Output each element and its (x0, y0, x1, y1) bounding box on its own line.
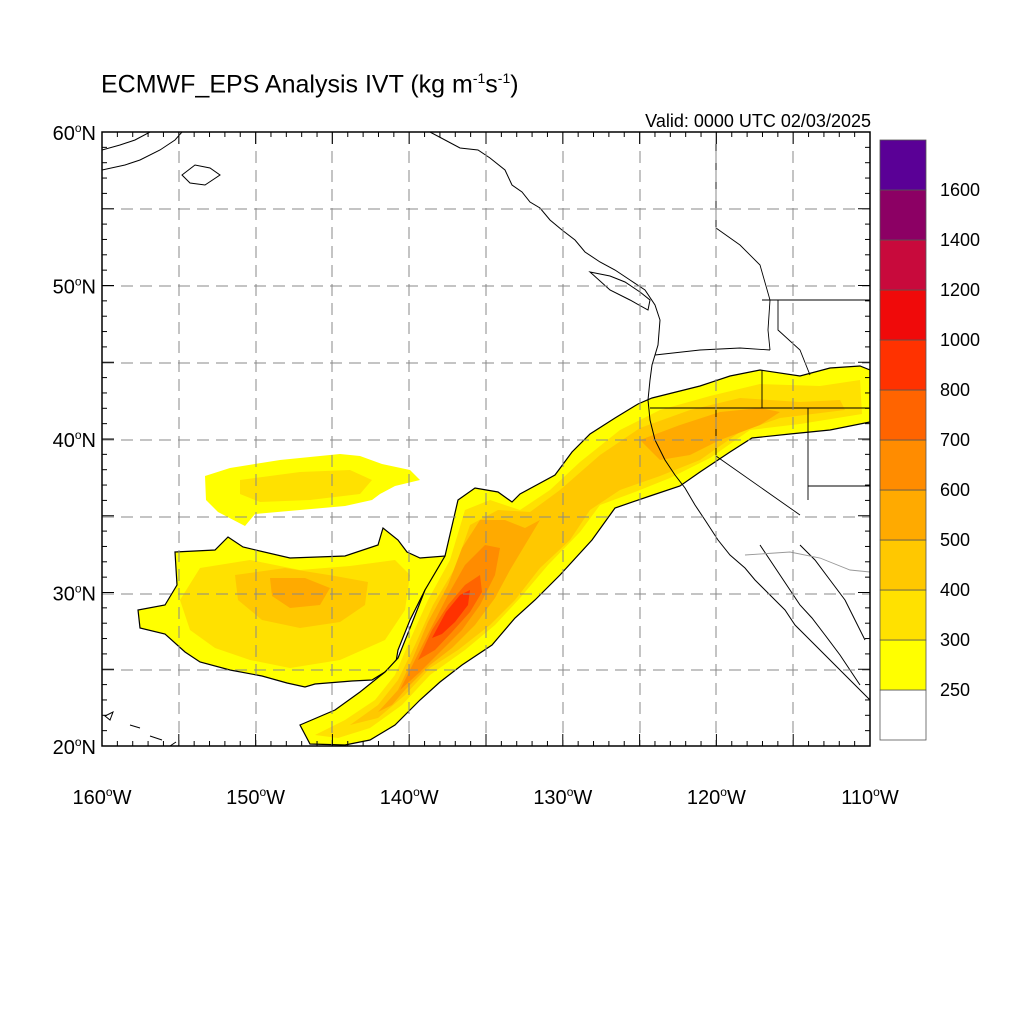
longitude-label-hemisphere: W (266, 787, 285, 809)
colorbar-label: 300 (940, 630, 970, 650)
degree-symbol: o (413, 785, 420, 799)
ivt-contour-500-river-north (640, 408, 780, 460)
map-title: ECMWF_EPS Analysis IVT (kg m-1s-1) (101, 70, 519, 99)
title-text: ECMWF_EPS Analysis IVT (kg m (101, 70, 473, 99)
longitude-label-value: 140 (380, 787, 413, 809)
mainland-mexico-coast (799, 544, 866, 641)
longitude-label-hemisphere: W (113, 787, 132, 809)
latitude-label: 30oN (53, 582, 96, 606)
longitude-label: 150oW (226, 785, 285, 809)
island-kodiak (181, 164, 221, 186)
latitude-label-hemisphere: N (82, 430, 96, 452)
latitude-label-hemisphere: N (82, 584, 96, 606)
latitude-label: 20oN (53, 735, 96, 759)
colorbar-swatch (879, 539, 927, 591)
longitude-label-hemisphere: W (420, 787, 439, 809)
colorbar-swatch (879, 239, 927, 291)
longitude-label-value: 130 (533, 787, 566, 809)
grid (102, 132, 870, 746)
latitude-label-hemisphere: N (82, 277, 96, 299)
longitude-labels: 160oW 150oW 140oW 130oW 120oW 110oW (73, 785, 899, 809)
colorbar-label: 700 (940, 430, 970, 450)
canada-alaska-border (715, 132, 771, 351)
colorbar-swatch (879, 139, 927, 191)
colorbar-swatch (879, 689, 927, 741)
longitude-label-value: 160 (73, 787, 106, 809)
latitude-label-value: 40 (53, 430, 75, 452)
islands-hawaii (104, 710, 177, 746)
ivt-field (137, 365, 870, 746)
degree-symbol: o (106, 785, 113, 799)
colorbar-label: 600 (940, 480, 970, 500)
latitude-label: 40oN (53, 428, 96, 452)
island-vancouver (588, 271, 651, 311)
ivt-contour-500-pacific (270, 578, 330, 608)
colorbar-swatch (879, 339, 927, 391)
degree-symbol: o (75, 121, 82, 135)
longitude-label-value: 150 (226, 787, 259, 809)
colorbar-swatch (879, 639, 927, 691)
latitude-label: 60oN (53, 121, 96, 145)
degree-symbol: o (873, 785, 880, 799)
latitude-label-value: 50 (53, 277, 75, 299)
title-exponent: -1 (497, 70, 511, 86)
latitude-label-hemisphere: N (82, 737, 96, 759)
colorbar-label: 1200 (940, 280, 980, 300)
degree-symbol: o (75, 582, 82, 596)
longitude-label: 120oW (687, 785, 746, 809)
latitude-label-value: 30 (53, 584, 75, 606)
longitude-label-hemisphere: W (727, 787, 746, 809)
title-text-unit: s (485, 70, 498, 99)
us-canada-border (654, 347, 771, 356)
longitude-label: 130oW (533, 785, 592, 809)
colorbar-label: 400 (940, 580, 970, 600)
colorbar-swatch (879, 489, 927, 541)
axis-tick-marks (101, 131, 871, 747)
longitude-label: 110oW (841, 785, 899, 809)
degree-symbol: o (75, 735, 82, 749)
ivt-contour-300-north-patch (240, 470, 372, 502)
colorbar-label: 800 (940, 380, 970, 400)
title-exponent: -1 (472, 70, 486, 86)
longitude-label-hemisphere: W (573, 787, 592, 809)
longitude-label-value: 110 (841, 787, 873, 809)
coastlines (102, 132, 870, 746)
colorbar-label: 1400 (940, 230, 980, 250)
colorbar-label: 500 (940, 530, 970, 550)
longitude-label-hemisphere: W (880, 787, 899, 809)
colorbar-swatch (879, 189, 927, 241)
latitude-label: 50oN (53, 275, 96, 299)
colorbar-label: 1000 (940, 330, 980, 350)
us-mexico-border (744, 551, 870, 573)
longitude-label-value: 120 (687, 787, 720, 809)
title-text-close: ) (510, 70, 519, 99)
degree-symbol: o (567, 785, 574, 799)
latitude-label-value: 60 (53, 123, 75, 145)
colorbar: 250 300 400 500 600 700 800 1000 1200 1400 1600 (879, 139, 980, 741)
degree-symbol: o (75, 275, 82, 289)
degree-symbol: o (75, 428, 82, 442)
baja-coast (759, 544, 861, 686)
colorbar-swatch (879, 289, 927, 341)
valid-time: Valid: 0000 UTC 02/03/2025 (645, 111, 871, 131)
degree-symbol: o (259, 785, 266, 799)
gulf-of-alaska-coast (429, 132, 870, 701)
alaska-coast (102, 132, 183, 171)
longitude-label: 160oW (73, 785, 132, 809)
degree-symbol: o (720, 785, 727, 799)
colorbar-swatch (879, 389, 927, 441)
colorbar-label: 250 (940, 680, 970, 700)
longitude-label: 140oW (380, 785, 439, 809)
ivt-contour-800-river (432, 590, 470, 638)
colorbar-label: 1600 (940, 180, 980, 200)
latitude-label-value: 20 (53, 737, 75, 759)
colorbar-swatch (879, 589, 927, 641)
colorbar-swatch (879, 439, 927, 491)
borders (650, 132, 870, 573)
latitude-label-hemisphere: N (82, 123, 96, 145)
